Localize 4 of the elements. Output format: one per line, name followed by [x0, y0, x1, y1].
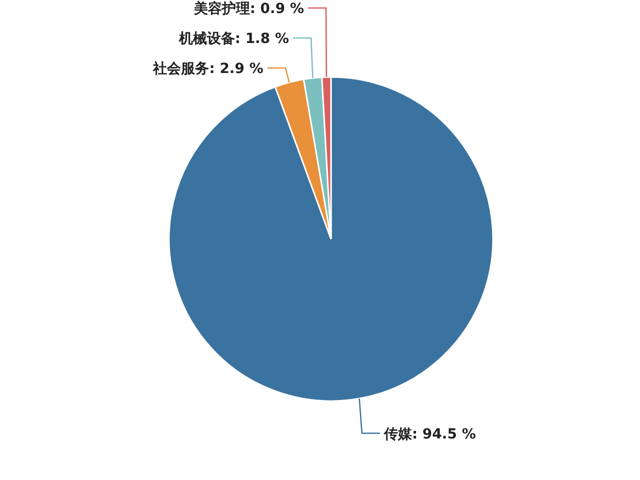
slice-label: 机械设备: 1.8 % — [178, 30, 290, 47]
slice-label: 传媒: 94.5 % — [382, 426, 476, 442]
slice-label: 美容护理: 0.9 % — [192, 0, 304, 17]
slice-label: 社会服务: 2.9 % — [152, 60, 264, 77]
